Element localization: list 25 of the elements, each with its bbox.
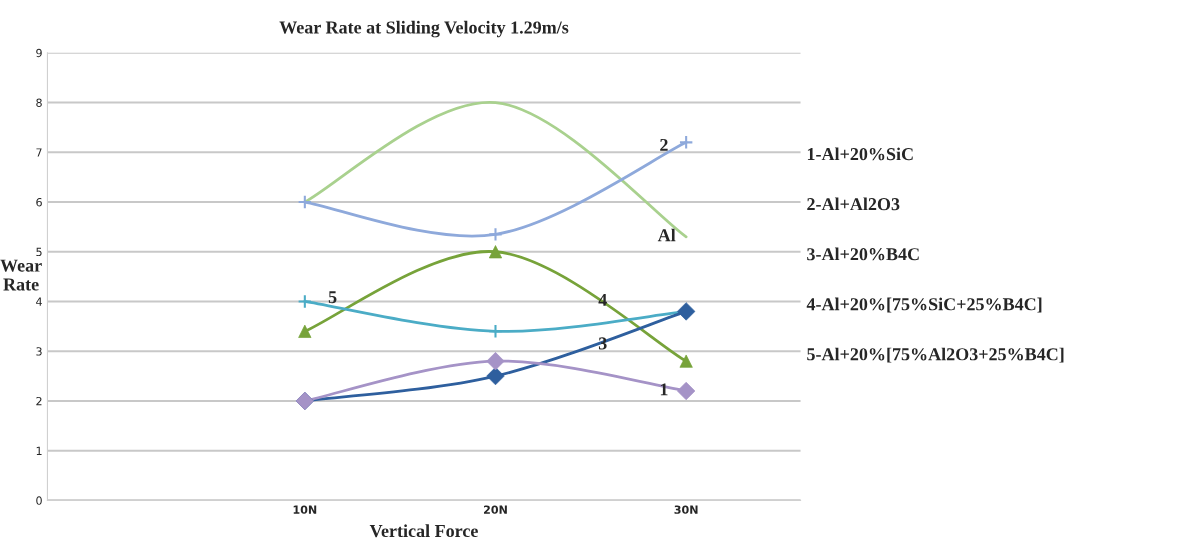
y-tick-label: 9: [36, 48, 42, 58]
x-tick-label: 20N: [483, 505, 507, 514]
series-label: 2: [660, 138, 668, 151]
y-tick-label: 1: [36, 446, 42, 455]
series-label: Al: [657, 228, 676, 242]
chart-title: Wear Rate at Sliding Velocity 1.29m/s: [279, 20, 569, 38]
y-tick-label: 2: [36, 396, 42, 406]
y-tick-label: 4: [36, 297, 42, 306]
text: 4-Al+20%[75%SiC+25%B4C]: [806, 297, 1042, 313]
y-tick-label: 0: [36, 496, 42, 505]
x-tick-label: 10N: [293, 505, 317, 514]
x-axis-title: Vertical Force: [369, 524, 478, 538]
y-axis-title: Wear Rate: [0, 259, 42, 291]
y-tick-label: 6: [36, 197, 42, 207]
text: 1-Al+20%SiC: [807, 147, 913, 161]
series-label: 5: [328, 291, 337, 304]
text: 5-Al+20%[75%Al2O3+25%B4C]: [807, 347, 1064, 363]
y-tick-label: 7: [36, 148, 42, 157]
y-tick-label: 3: [36, 347, 42, 356]
y-tick-label: 8: [36, 98, 42, 107]
text: 2-Al+Al2O3: [807, 197, 900, 211]
y-tick-label: 5: [36, 247, 42, 257]
series-label: 1: [660, 383, 668, 396]
text: 3-Al+20%B4C: [807, 247, 919, 261]
x-tick-label: 30N: [674, 505, 698, 514]
